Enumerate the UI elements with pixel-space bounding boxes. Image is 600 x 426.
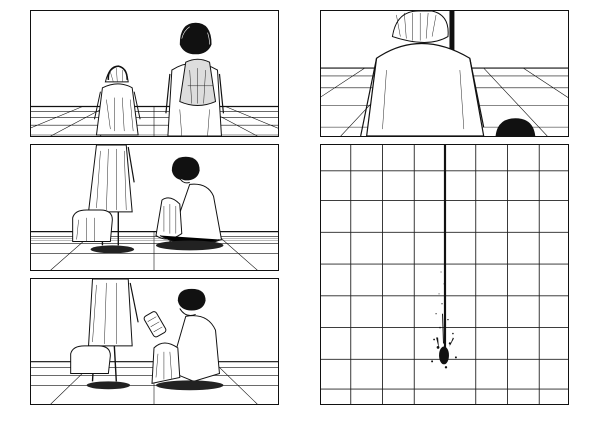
floor-grid [31, 105, 278, 136]
panel-3-drawing [31, 279, 278, 404]
small-child-figure [94, 65, 141, 136]
comic-panel-3 [30, 278, 279, 405]
panel-4-drawing [321, 11, 568, 136]
dark-head-bottom [495, 118, 536, 136]
crouching-child-figure [155, 156, 224, 251]
panel-5-drawing [321, 145, 568, 404]
bag [70, 345, 111, 374]
child-closeup-back [360, 11, 485, 136]
floor-grid [31, 231, 278, 270]
panel-1-drawing [31, 22, 278, 136]
drinking-child-figure [143, 288, 224, 391]
comic-panel-2 [30, 144, 279, 271]
comic-panel-4 [320, 10, 569, 137]
comic-panel-1 [30, 10, 279, 137]
bag [72, 209, 113, 242]
tall-child-figure [165, 22, 225, 136]
ink-splatter [431, 271, 457, 369]
panel-2-drawing [31, 145, 278, 270]
comic-panel-5 [320, 144, 569, 405]
water-bottle [143, 311, 167, 338]
